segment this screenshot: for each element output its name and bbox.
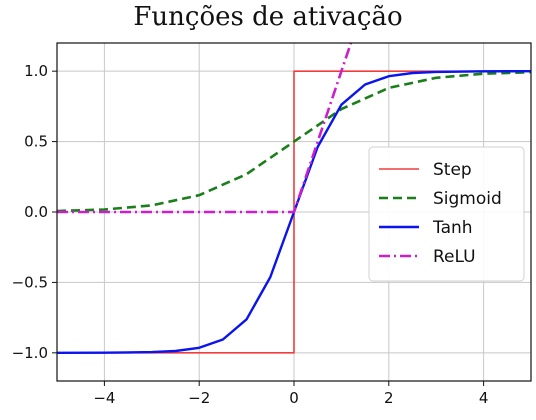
legend-box <box>368 146 525 282</box>
legend-label-step: Step <box>433 160 472 180</box>
y-tick-label: 0.5 <box>24 133 48 151</box>
chart-title: Funções de ativação <box>133 2 403 32</box>
legend: Step Sigmoid Tanh ReLU <box>368 146 525 282</box>
ticks: −4 −2 0 2 4 1.0 0.5 0.0 −0.5 −1.0 <box>12 62 489 407</box>
y-tick-label: −0.5 <box>12 273 48 291</box>
x-tick-label: −4 <box>93 389 115 407</box>
x-tick-label: 0 <box>289 389 299 407</box>
y-tick-label: 1.0 <box>24 62 48 80</box>
series-line-relu <box>57 43 353 214</box>
series-layer <box>57 43 531 354</box>
y-tick-label: −1.0 <box>12 344 48 362</box>
series-line-sigmoid <box>57 70 531 213</box>
legend-label-tanh: Tanh <box>432 218 473 238</box>
x-tick-label: −2 <box>188 389 210 407</box>
legend-label-relu: ReLU <box>433 247 476 267</box>
y-tick-label: 0.0 <box>24 203 48 221</box>
x-tick-label: 4 <box>479 389 489 407</box>
x-tick-label: 2 <box>384 389 394 407</box>
legend-label-sigmoid: Sigmoid <box>433 189 502 209</box>
